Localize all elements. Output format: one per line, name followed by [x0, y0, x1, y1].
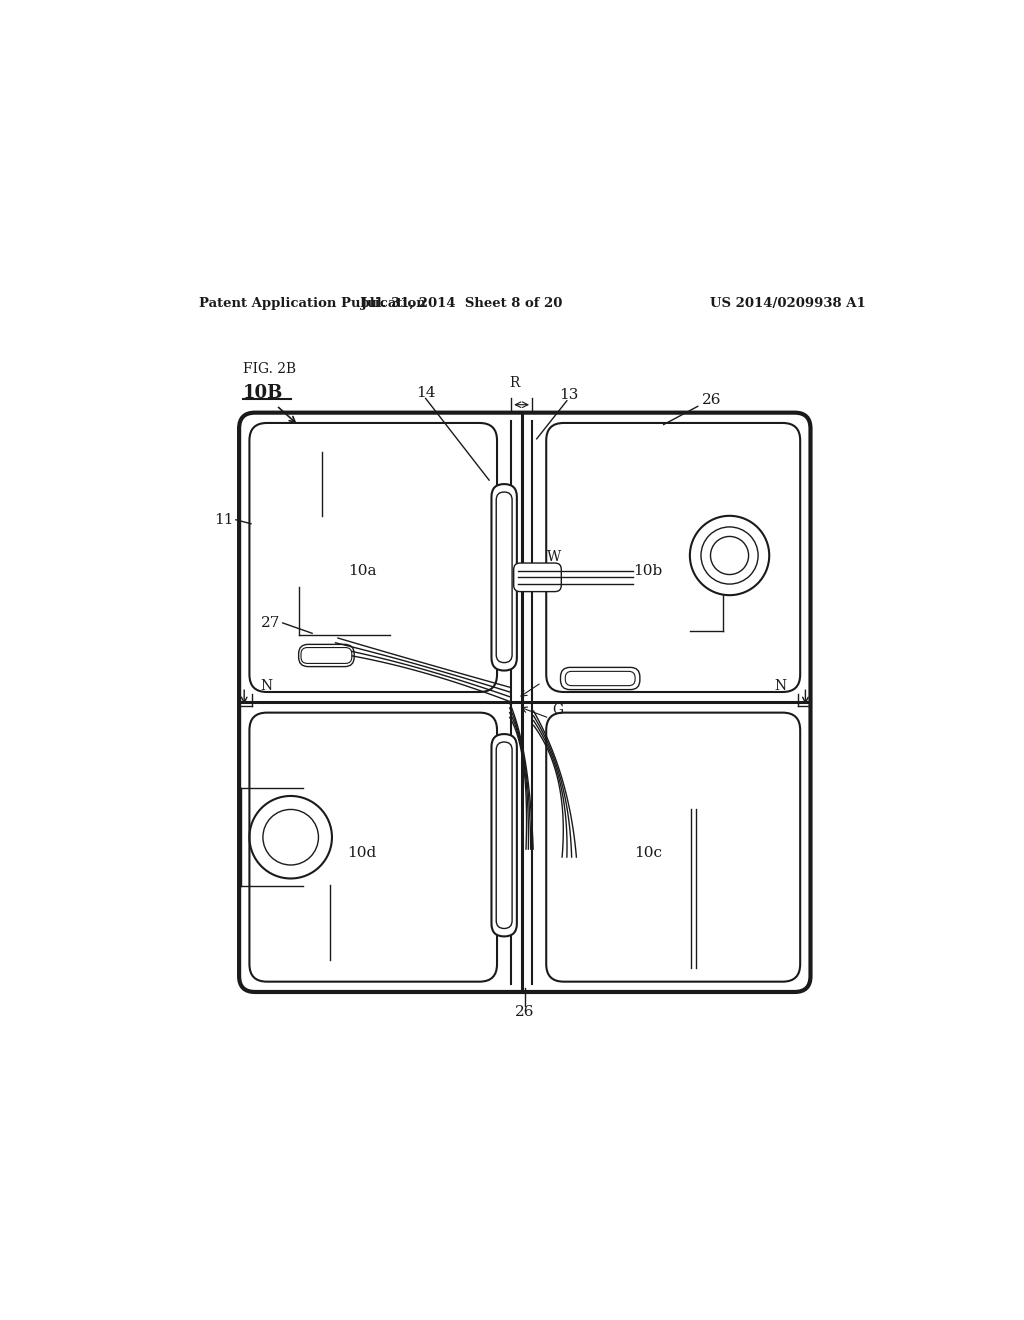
FancyBboxPatch shape: [497, 492, 512, 663]
Text: R: R: [509, 376, 519, 391]
Text: 10d: 10d: [347, 846, 377, 861]
Text: 26: 26: [701, 393, 721, 407]
Text: 10b: 10b: [633, 565, 663, 578]
Text: 10c: 10c: [634, 846, 662, 861]
Text: FIG. 2B: FIG. 2B: [243, 362, 296, 376]
FancyBboxPatch shape: [546, 422, 800, 692]
Text: Jul. 31, 2014  Sheet 8 of 20: Jul. 31, 2014 Sheet 8 of 20: [360, 297, 562, 310]
Text: G: G: [553, 704, 563, 717]
FancyBboxPatch shape: [492, 734, 517, 936]
Text: US 2014/0209938 A1: US 2014/0209938 A1: [711, 297, 866, 310]
Text: N: N: [774, 680, 786, 693]
FancyBboxPatch shape: [546, 713, 800, 982]
FancyBboxPatch shape: [240, 413, 811, 991]
FancyBboxPatch shape: [250, 713, 497, 982]
FancyBboxPatch shape: [560, 668, 640, 689]
FancyBboxPatch shape: [299, 644, 354, 667]
Text: 11: 11: [214, 512, 233, 527]
Text: 13: 13: [559, 388, 579, 403]
FancyBboxPatch shape: [301, 648, 352, 664]
Text: Patent Application Publication: Patent Application Publication: [200, 297, 426, 310]
Text: 10a: 10a: [348, 565, 377, 578]
FancyBboxPatch shape: [497, 742, 512, 928]
Text: 26: 26: [515, 1005, 535, 1019]
Text: 10B: 10B: [243, 384, 284, 401]
FancyBboxPatch shape: [250, 422, 497, 692]
FancyBboxPatch shape: [514, 564, 561, 591]
FancyBboxPatch shape: [565, 672, 635, 685]
Text: N: N: [261, 680, 273, 693]
Text: W: W: [547, 550, 561, 565]
Text: 14: 14: [416, 385, 435, 400]
Text: 27: 27: [261, 616, 281, 630]
FancyBboxPatch shape: [492, 484, 517, 671]
